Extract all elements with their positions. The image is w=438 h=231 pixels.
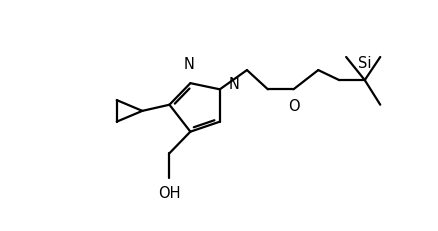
Text: O: O <box>288 99 299 114</box>
Text: Si: Si <box>358 56 371 71</box>
Text: N: N <box>229 77 240 92</box>
Text: OH: OH <box>158 185 181 201</box>
Text: N: N <box>184 57 194 72</box>
